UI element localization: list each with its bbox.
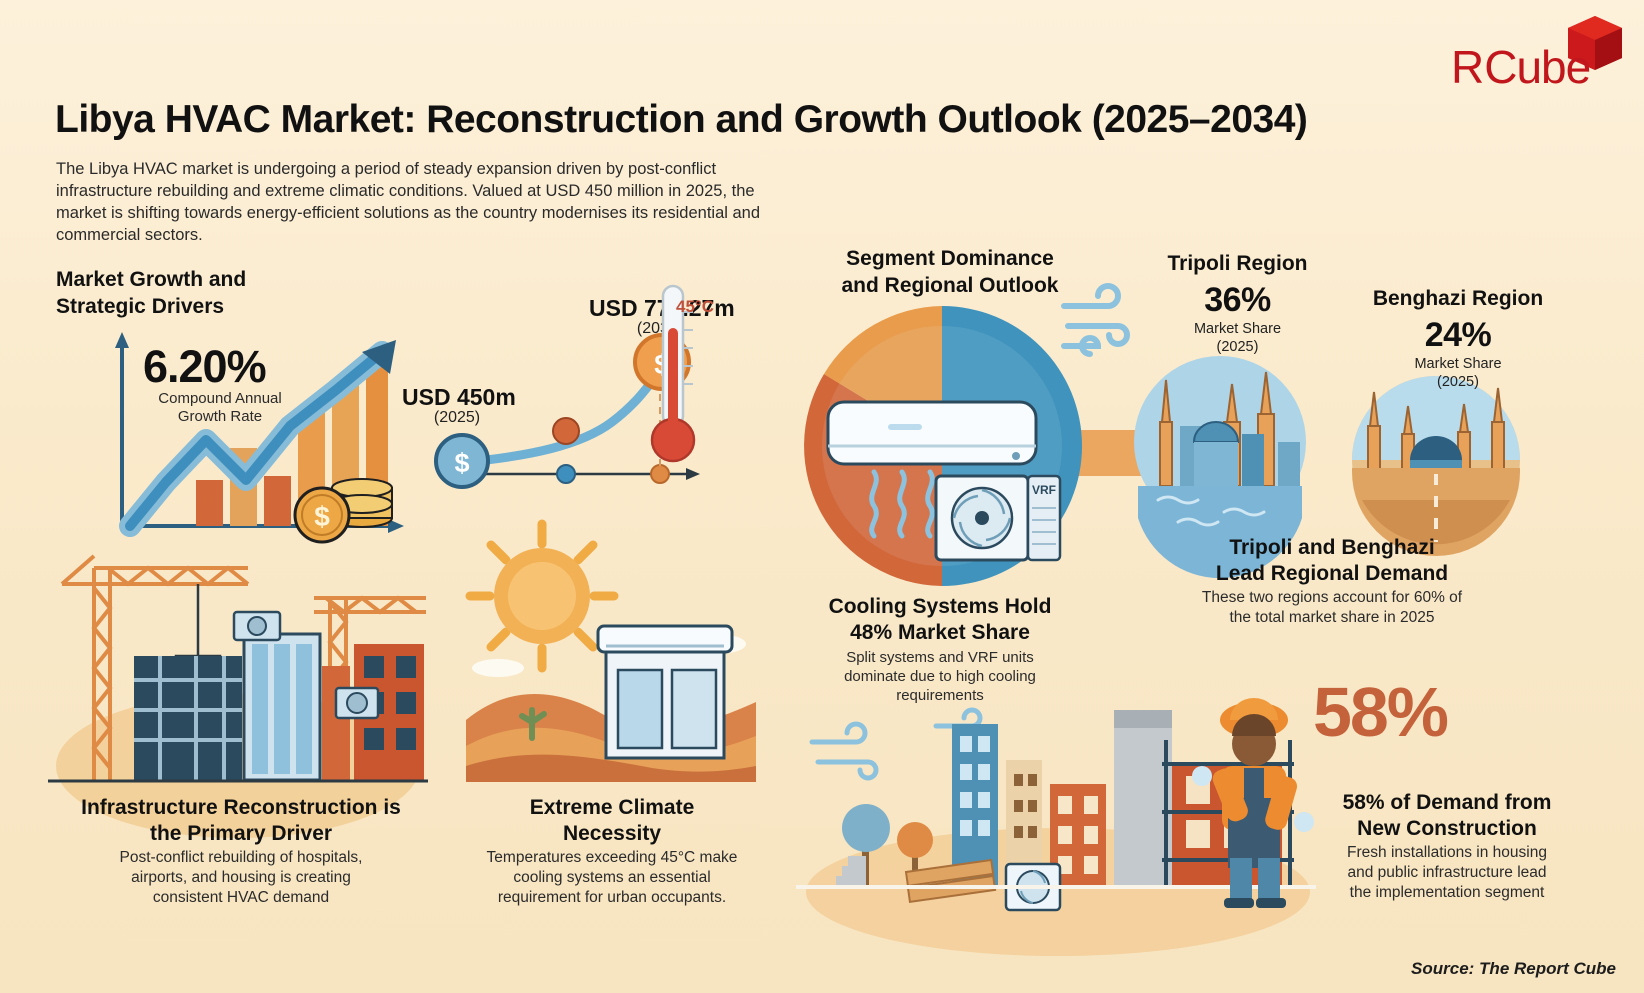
- construction-card-body: Fresh installations in housing and publi…: [1288, 843, 1606, 903]
- vrf-badge-text: VRF: [1032, 483, 1056, 497]
- infrastructure-illustration: [48, 554, 428, 838]
- tripoli-sub: Market Share (2025): [1130, 320, 1345, 356]
- cooling-title-line2: 48% Market Share: [850, 621, 1030, 644]
- right-section-heading-line1: Segment Dominance: [846, 247, 1054, 270]
- thermometer-icon: [650, 284, 696, 463]
- tripoli-region-name: Tripoli Region: [1167, 252, 1308, 275]
- infrastructure-body-line2: airports, and housing is creating: [131, 869, 351, 886]
- regions-title-line2: Lead Regional Demand: [1215, 562, 1449, 585]
- benghazi-illustration: [1352, 376, 1520, 556]
- cooling-body-line1: Split systems and VRF units: [846, 649, 1034, 666]
- cooling-body-line3: requirements: [896, 687, 984, 704]
- benghazi-sub-line2: (2025): [1437, 374, 1479, 390]
- construction-title-line1: 58% of Demand from: [1342, 791, 1552, 814]
- infrastructure-body-line1: Post-conflict rebuilding of hospitals,: [119, 849, 363, 866]
- start-value-label: USD 450m: [402, 384, 516, 410]
- left-section-heading: Market Growth and Strategic Drivers: [56, 266, 376, 320]
- left-section-heading-line1: Market Growth and: [56, 268, 247, 291]
- right-section-heading-line2: and Regional Outlook: [841, 274, 1059, 297]
- cagr-label: Compound Annual Growth Rate: [140, 390, 300, 426]
- cooling-title-line1: Cooling Systems Hold: [828, 595, 1052, 618]
- growth-chart-illustration: $: [115, 332, 404, 544]
- cactus-icon: [519, 707, 547, 741]
- cube-icon: [1568, 16, 1622, 70]
- climate-card-title: Extreme Climate Necessity: [444, 795, 780, 847]
- sun-icon: [465, 519, 619, 673]
- benghazi-sub: Market Share (2025): [1336, 355, 1580, 391]
- regions-body-line1: These two regions account for 60% of: [1201, 589, 1463, 606]
- construction-body-line2: and public infrastructure lead: [1347, 864, 1547, 881]
- left-section-heading-line2: Strategic Drivers: [56, 295, 225, 318]
- source-credit: Source: The Report Cube: [1411, 959, 1616, 978]
- page-title: Libya HVAC Market: Reconstruction and Gr…: [55, 98, 1308, 141]
- climate-title-line1: Extreme Climate: [529, 796, 695, 819]
- infrastructure-title-line2: the Primary Driver: [149, 822, 333, 845]
- benghazi-percent: 24%: [1424, 316, 1492, 354]
- construction-body-line1: Fresh installations in housing: [1347, 844, 1547, 861]
- temperature-badge: 45°C: [676, 297, 714, 316]
- construction-worker-illustration: [1192, 698, 1314, 908]
- climate-body-line2: cooling systems an essential: [513, 869, 711, 886]
- regions-card-body: These two regions account for 60% of the…: [1150, 588, 1514, 628]
- climate-body-line1: Temperatures exceeding 45°C make: [486, 849, 738, 866]
- climate-body-line3: requirement for urban occupants.: [497, 889, 727, 906]
- tripoli-percent: 36%: [1204, 281, 1271, 319]
- cagr-label-line2: Growth Rate: [177, 408, 263, 425]
- benghazi-sub-line1: Market Share: [1414, 356, 1502, 372]
- vrf-outdoor-unit-icon: VRF: [934, 474, 1062, 562]
- brand-logo: ЯCube: [1452, 8, 1632, 98]
- infrastructure-body-line3: consistent HVAC demand: [152, 889, 330, 906]
- svg-text:$: $: [454, 448, 469, 478]
- logo-cube-word: Cube: [1484, 41, 1591, 93]
- construction-big-percent: 58%: [1312, 673, 1449, 751]
- wind-icon: [1061, 283, 1130, 357]
- coin-stack-icon: $: [293, 478, 393, 544]
- infrastructure-card-title: Infrastructure Reconstruction is the Pri…: [46, 795, 436, 847]
- climate-title-line2: Necessity: [562, 822, 662, 845]
- cagr-label-line1: Compound Annual: [158, 390, 282, 407]
- climate-card-body: Temperatures exceeding 45°C make cooling…: [444, 848, 780, 908]
- right-section-heading: Segment Dominance and Regional Outlook: [820, 245, 1080, 299]
- logo-wordmark: ЯCube: [1452, 40, 1591, 94]
- benghazi-region-name: Benghazi Region: [1372, 287, 1544, 310]
- start-coin-icon: $: [434, 433, 490, 489]
- infrastructure-card-body: Post-conflict rebuilding of hospitals, a…: [46, 848, 436, 908]
- cooling-card-body: Split systems and VRF units dominate due…: [800, 648, 1080, 705]
- page-intro: The Libya HVAC market is undergoing a pe…: [56, 160, 761, 244]
- construction-title-line2: New Construction: [1357, 817, 1537, 840]
- tripoli-sub-line2: (2025): [1216, 339, 1259, 355]
- construction-card-title: 58% of Demand from New Construction: [1288, 790, 1606, 842]
- tripoli-sub-line1: Market Share: [1193, 321, 1282, 337]
- regions-card-title: Tripoli and Benghazi Lead Regional Deman…: [1160, 535, 1504, 587]
- cooling-card-title: Cooling Systems Hold 48% Market Share: [800, 594, 1080, 646]
- start-year-label: (2025): [433, 409, 481, 426]
- logo-r-glyph: Я: [1452, 41, 1485, 93]
- cooling-body-line2: dominate due to high cooling: [844, 668, 1036, 685]
- cagr-value: 6.20%: [143, 341, 267, 392]
- tripoli-illustration: [1134, 356, 1306, 579]
- infrastructure-title-line1: Infrastructure Reconstruction is: [81, 796, 401, 819]
- regions-title-line1: Tripoli and Benghazi: [1229, 536, 1435, 559]
- climate-illustration: [465, 519, 756, 782]
- regions-body-line2: the total market share in 2025: [1229, 609, 1435, 626]
- svg-text:$: $: [314, 501, 330, 532]
- construction-body-line3: the implementation segment: [1349, 884, 1545, 901]
